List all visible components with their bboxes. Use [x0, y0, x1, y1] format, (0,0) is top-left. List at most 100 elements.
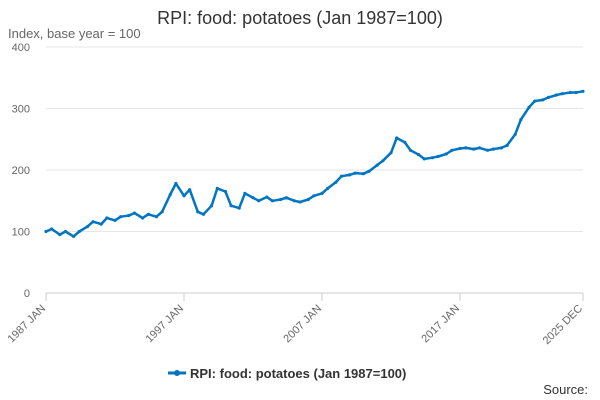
data-point: [85, 225, 89, 229]
data-point: [127, 213, 131, 218]
data-point: [77, 229, 81, 234]
data-point: [513, 132, 517, 136]
data-point: [450, 148, 454, 152]
chart-title: RPI: food: potatoes (Jan 1987=100): [157, 8, 443, 28]
data-point: [320, 191, 324, 195]
data-point: [105, 216, 109, 220]
data-point: [381, 159, 385, 163]
data-point: [312, 194, 316, 198]
data-point: [430, 156, 434, 160]
data-point: [519, 118, 523, 122]
data-point: [160, 210, 164, 214]
data-point: [533, 99, 537, 103]
data-point: [505, 143, 509, 147]
data-point: [58, 233, 62, 237]
data-point: [389, 151, 393, 155]
data-point: [215, 186, 219, 190]
data-point: [174, 181, 178, 186]
data-point: [279, 197, 283, 202]
data-point: [353, 171, 357, 175]
data-point: [444, 152, 448, 156]
source-label: Source:: [543, 382, 588, 397]
data-point: [63, 229, 68, 234]
data-point: [334, 180, 338, 184]
x-axis: 1987 JAN 1997 JAN 2007 JAN 2017 JAN 2025 DEC: [5, 292, 585, 347]
data-point: [367, 169, 371, 173]
data-point: [154, 215, 158, 219]
series-group: [44, 89, 585, 238]
data-point: [348, 173, 352, 177]
data-point: [472, 147, 476, 151]
data-point: [243, 191, 247, 195]
x-tick-label: 1987 JAN: [5, 303, 48, 346]
data-point: [298, 200, 302, 204]
x-tick-label: 1997 JAN: [143, 303, 186, 346]
data-point: [361, 172, 365, 176]
y-tick-label: 200: [12, 165, 30, 177]
data-point: [44, 229, 48, 234]
data-point: [257, 199, 261, 203]
data-point: [527, 105, 531, 109]
grid-lines: [46, 46, 583, 294]
data-point: [91, 220, 95, 224]
data-point: [265, 195, 269, 199]
data-point: [188, 188, 192, 192]
data-point: [568, 90, 573, 95]
data-point: [210, 204, 214, 208]
data-point: [486, 148, 490, 152]
legend-label: RPI: food: potatoes (Jan 1987=100): [190, 366, 406, 381]
y-tick-label: 300: [12, 104, 30, 116]
data-point: [458, 146, 462, 151]
data-point: [168, 193, 172, 197]
data-point: [119, 215, 123, 219]
data-point: [581, 89, 585, 93]
data-point: [499, 146, 503, 150]
data-point: [146, 212, 150, 216]
data-point: [408, 148, 413, 152]
y-tick-label: 400: [12, 42, 30, 54]
data-point: [491, 147, 495, 151]
data-point: [436, 154, 440, 159]
data-point: [464, 146, 468, 150]
data-point: [270, 199, 275, 203]
data-point: [555, 93, 559, 97]
data-point: [395, 136, 399, 140]
data-point: [306, 197, 310, 202]
data-point: [284, 196, 288, 200]
data-point: [99, 222, 103, 226]
data-point: [546, 95, 551, 99]
data-point: [141, 216, 145, 220]
y-axis-label: Index, base year = 100: [8, 26, 141, 41]
data-point: [403, 140, 407, 144]
data-point: [375, 163, 379, 167]
data-point: [339, 174, 344, 178]
data-point: [574, 90, 578, 95]
data-point: [541, 98, 545, 102]
series-line: [44, 90, 585, 238]
x-tick-label: 2025 DEC: [541, 303, 585, 347]
y-tick-label: 0: [24, 288, 30, 300]
x-tick-label: 2017 JAN: [419, 303, 462, 346]
data-point: [326, 186, 330, 190]
data-point: [251, 196, 255, 200]
data-point: [182, 194, 186, 198]
data-point: [50, 227, 54, 231]
y-tick-label: 100: [12, 227, 30, 239]
data-point: [201, 212, 206, 216]
data-point: [477, 146, 482, 150]
data-point: [422, 157, 426, 161]
data-point: [196, 210, 200, 214]
data-point: [292, 199, 296, 203]
data-point: [237, 206, 241, 210]
legend-marker: [174, 370, 180, 376]
data-point: [113, 218, 117, 222]
data-point: [132, 211, 137, 215]
data-point: [560, 92, 564, 96]
data-point: [223, 189, 227, 194]
data-point: [417, 153, 421, 157]
legend: RPI: food: potatoes (Jan 1987=100): [168, 366, 406, 381]
y-tick-labels: 0 100 200 300 400: [12, 42, 30, 300]
x-tick-label: 2007 JAN: [281, 303, 324, 346]
data-point: [229, 204, 233, 208]
